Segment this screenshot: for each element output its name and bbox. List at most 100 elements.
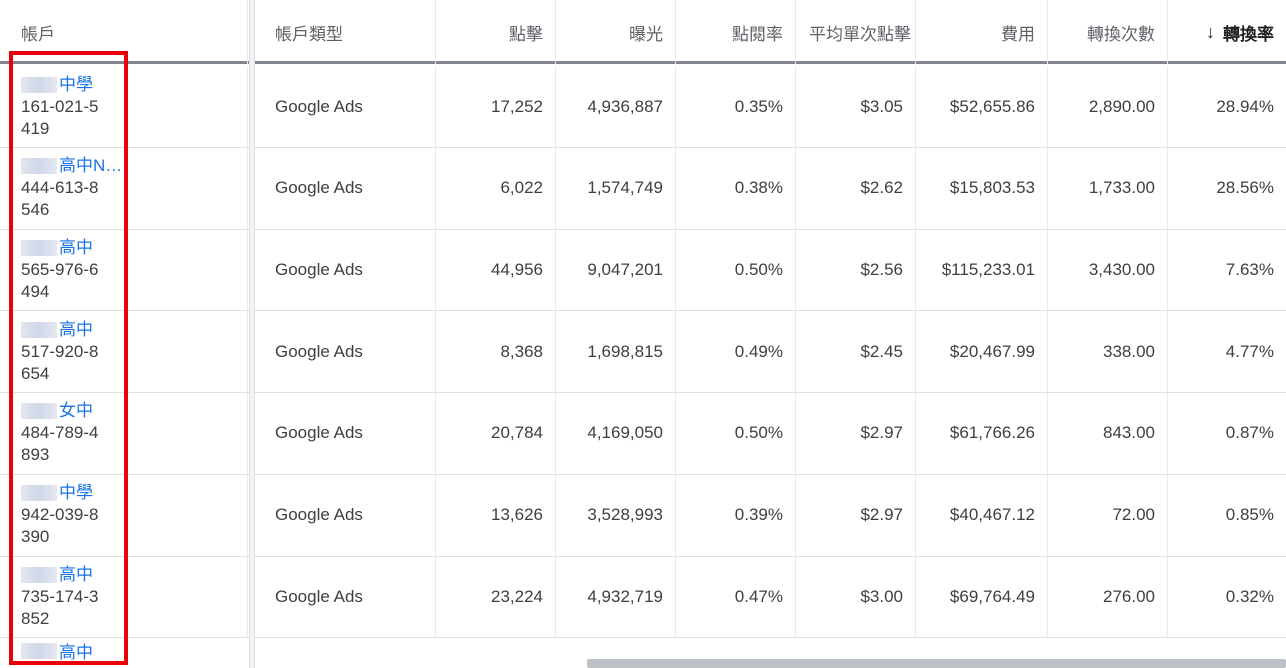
col-header-clicks[interactable]: 點擊 — [436, 0, 556, 64]
impressions-cell: 3,528,993 — [556, 474, 676, 556]
conversions-cell: 843.00 — [1048, 392, 1168, 474]
col-header-conversions[interactable]: 轉換次數 — [1048, 0, 1168, 64]
account-cell: 中學 161-021-5419 — [0, 66, 248, 147]
impressions-cell: 1,574,749 — [556, 147, 676, 229]
account-name-label: 中學 — [59, 74, 93, 94]
ctr-cell: 0.39% — [676, 474, 796, 556]
account-name-link[interactable]: 高中 — [21, 564, 93, 586]
conv-rate-cell: 0.87% — [1225, 423, 1274, 443]
redacted-name — [21, 485, 57, 501]
col-header-ctr[interactable]: 點閱率 — [676, 0, 796, 64]
account-type-cell: Google Ads — [262, 66, 436, 147]
account-cell: 高中N… 444-613-8546 — [0, 147, 248, 229]
redacted-name — [21, 76, 57, 93]
col-header-account-type[interactable]: 帳戶類型 — [262, 0, 436, 64]
account-id: 484-789-4893 — [21, 423, 99, 465]
cost-cell: $20,467.99 — [916, 311, 1048, 393]
avg-cpc-cell: $3.05 — [796, 66, 916, 147]
cost-cell: $115,233.01 — [916, 229, 1048, 311]
avg-cpc-cell: $2.45 — [796, 311, 916, 393]
cost-cell: $61,766.26 — [916, 392, 1048, 474]
account-type-cell: Google Ads — [262, 229, 436, 311]
clicks-cell: 44,956 — [436, 229, 556, 311]
avg-cpc-cell: $2.56 — [796, 229, 916, 311]
col-header-avg-cpc[interactable]: 平均單次點擊 — [796, 0, 916, 64]
frozen-column-divider[interactable] — [249, 0, 255, 668]
account-id: 565-976-6494 — [21, 259, 99, 301]
ctr-cell: 0.38% — [676, 147, 796, 229]
account-cell: 高中 735-174-3852 — [0, 556, 248, 638]
account-cell: 高中 517-920-8654 — [0, 311, 248, 393]
table-row: 高中 565-976-6494 Google Ads 44,956 9,047,201 0… — [0, 229, 1286, 312]
account-id: 735-174-3852 — [21, 586, 99, 628]
account-name-label: 中學 — [59, 483, 93, 502]
cost-cell: $52,655.86 — [916, 66, 1048, 147]
conv-rate-cell: 0.85% — [1225, 505, 1274, 524]
account-type-cell: Google Ads — [262, 147, 436, 229]
account-cell: 女中 484-789-4893 — [0, 392, 248, 474]
avg-cpc-cell: $3.00 — [796, 556, 916, 638]
avg-cpc-cell: $2.97 — [796, 392, 916, 474]
redacted-name — [21, 403, 57, 420]
redacted-name — [21, 321, 57, 338]
account-name-link[interactable]: 女中 — [21, 400, 93, 422]
redacted-name — [21, 239, 57, 256]
col-header-conv-rate[interactable]: ↓ 轉換率 — [1168, 0, 1286, 64]
account-name-link[interactable]: 高中 — [21, 319, 93, 341]
clicks-cell: 20,784 — [436, 392, 556, 474]
impressions-cell: 4,936,887 — [556, 66, 676, 147]
account-name-label: 高中N… — [59, 156, 123, 176]
table-row: 女中 484-789-4893 Google Ads 20,784 4,169,050 0… — [0, 392, 1286, 475]
cost-cell: $40,467.12 — [916, 474, 1048, 556]
account-name-label: 高中 — [59, 319, 93, 339]
conv-rate-cell: 7.63% — [1225, 259, 1274, 279]
conversions-cell: 2,890.00 — [1048, 66, 1168, 147]
account-name-link[interactable]: 高中N… — [21, 155, 122, 177]
avg-cpc-cell: $2.97 — [796, 474, 916, 556]
ctr-cell: 0.50% — [676, 392, 796, 474]
account-name-link[interactable]: 高中 — [21, 638, 93, 663]
col-header-conv-rate-label: 轉換率 — [1223, 24, 1274, 44]
horizontal-scrollbar[interactable] — [587, 659, 1286, 668]
account-name-label: 高中 — [59, 564, 93, 584]
ctr-cell: 0.35% — [676, 66, 796, 147]
cost-cell: $69,764.49 — [916, 556, 1048, 638]
redacted-name — [21, 158, 57, 175]
conv-rate-cell: 0.32% — [1225, 586, 1274, 606]
redacted-name — [21, 642, 57, 659]
account-type-cell: Google Ads — [262, 556, 436, 638]
clicks-cell: 13,626 — [436, 474, 556, 556]
col-header-account[interactable]: 帳戶 — [0, 0, 248, 64]
ctr-cell: 0.50% — [676, 229, 796, 311]
account-name-link[interactable]: 高中 — [21, 237, 93, 259]
account-id: 161-021-5419 — [21, 96, 99, 138]
table-row: 高中 517-920-8654 Google Ads 8,368 1,698,815 0.… — [0, 311, 1286, 394]
account-name-link[interactable]: 中學 — [21, 482, 93, 504]
table-row: 高中N… 444-613-8546 Google Ads 6,022 1,574,749… — [0, 147, 1286, 230]
conversions-cell: 276.00 — [1048, 556, 1168, 638]
account-name-link[interactable]: 中學 — [21, 74, 93, 96]
account-id: 517-920-8654 — [21, 341, 99, 383]
table-row: 高中 735-174-3852 Google Ads 23,224 4,932,719 0… — [0, 556, 1286, 639]
col-header-cost[interactable]: 費用 — [916, 0, 1048, 64]
clicks-cell: 8,368 — [436, 311, 556, 393]
table-row: 中學 942-039-8390 Google Ads 13,626 3,528,993 0… — [0, 474, 1286, 557]
impressions-cell: 4,932,719 — [556, 556, 676, 638]
account-id: 942-039-8390 — [21, 505, 99, 546]
clicks-cell: 23,224 — [436, 556, 556, 638]
table-row-partial: 高中 — [0, 630, 1286, 668]
avg-cpc-cell: $2.62 — [796, 147, 916, 229]
table-header: 帳戶 帳戶類型 點擊 曝光 點閱率 平均單次點擊 費用 轉換次數 ↓ 轉換率 — [0, 0, 1286, 64]
table-row: 中學 161-021-5419 Google Ads 17,252 4,936,887 0… — [0, 66, 1286, 148]
impressions-cell: 9,047,201 — [556, 229, 676, 311]
sort-down-arrow-icon: ↓ — [1206, 21, 1215, 42]
account-id: 444-613-8546 — [21, 178, 99, 220]
redacted-name — [21, 566, 57, 583]
conv-rate-cell: 28.94% — [1216, 96, 1274, 116]
conversions-cell: 338.00 — [1048, 311, 1168, 393]
account-type-cell: Google Ads — [262, 311, 436, 393]
col-header-impressions[interactable]: 曝光 — [556, 0, 676, 64]
ctr-cell: 0.47% — [676, 556, 796, 638]
impressions-cell: 1,698,815 — [556, 311, 676, 393]
account-type-cell: Google Ads — [262, 474, 436, 556]
